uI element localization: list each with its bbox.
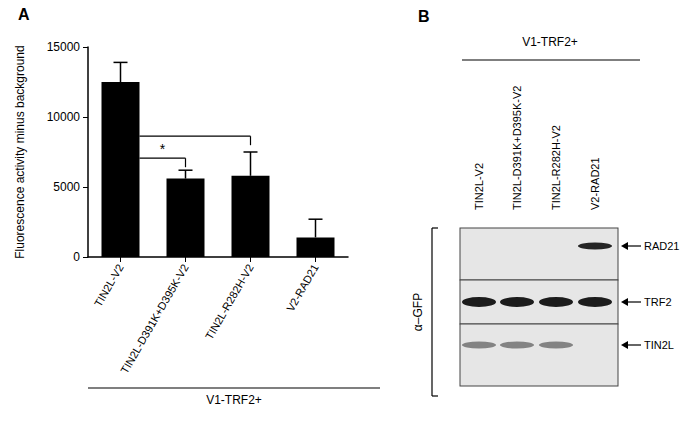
svg-text:TIN2L: TIN2L xyxy=(644,339,674,351)
svg-text:0: 0 xyxy=(73,250,80,264)
svg-text:*: * xyxy=(160,141,166,157)
svg-text:α–GFP: α–GFP xyxy=(411,293,425,331)
svg-text:TRF2: TRF2 xyxy=(644,296,672,308)
svg-text:V1-TRF2+: V1-TRF2+ xyxy=(522,35,578,49)
svg-text:TIN2L-R282H-V2: TIN2L-R282H-V2 xyxy=(203,262,256,341)
svg-text:TIN2L-V2: TIN2L-V2 xyxy=(473,163,485,210)
svg-text:TIN2L-V2: TIN2L-V2 xyxy=(92,262,126,309)
svg-text:TIN2L-D391K+D395K-V2: TIN2L-D391K+D395K-V2 xyxy=(511,86,523,210)
svg-text:V1-TRF2+: V1-TRF2+ xyxy=(206,393,262,407)
svg-text:Fluorescence activity minus ba: Fluorescence activity minus background xyxy=(13,45,27,258)
svg-text:A: A xyxy=(18,6,30,23)
svg-text:V2-RAD21: V2-RAD21 xyxy=(589,157,601,210)
svg-text:5000: 5000 xyxy=(53,180,80,194)
svg-text:TIN2L-D391K+D395K-V2: TIN2L-D391K+D395K-V2 xyxy=(118,262,191,376)
svg-text:15000: 15000 xyxy=(47,40,81,54)
svg-text:B: B xyxy=(418,8,430,25)
svg-text:TIN2L-R282H-V2: TIN2L-R282H-V2 xyxy=(550,125,562,210)
svg-text:V2-RAD21: V2-RAD21 xyxy=(284,262,321,313)
svg-text:10000: 10000 xyxy=(47,110,81,124)
svg-text:RAD21: RAD21 xyxy=(644,240,679,252)
